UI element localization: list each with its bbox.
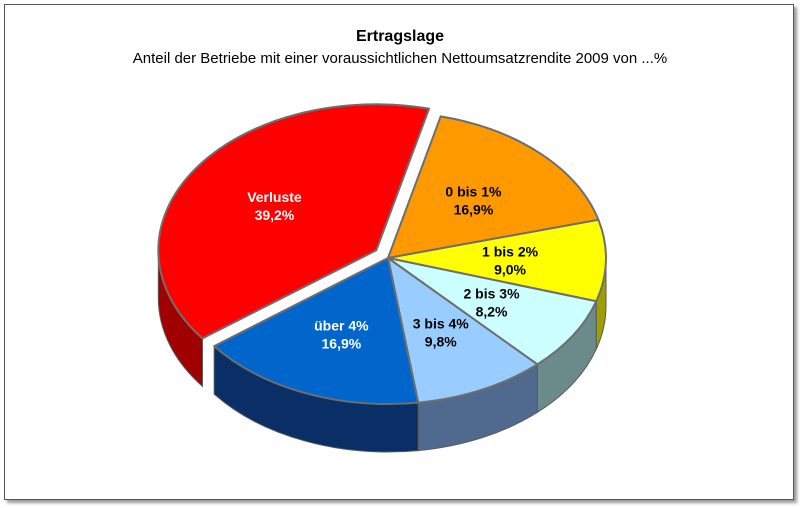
pie-slice bbox=[387, 115, 600, 259]
slice-value-label: 8,2% bbox=[476, 303, 508, 319]
pie-slice bbox=[387, 257, 539, 404]
pie-slice bbox=[213, 257, 420, 405]
slice-label: über 4% bbox=[314, 318, 369, 334]
pie-label-layer: 0 bis 1% 16,9% 1 bis 2% 9,0% 2 bis 3% 8,2% 3 b… bbox=[247, 184, 538, 352]
slice-label: 3 bis 4% bbox=[413, 316, 470, 332]
slice-value-label: 16,9% bbox=[322, 336, 362, 352]
pie-top-layer bbox=[157, 103, 607, 405]
slice-label: 0 bis 1% bbox=[445, 184, 502, 200]
pie-slice bbox=[157, 103, 431, 340]
slice-value-label: 39,2% bbox=[255, 207, 295, 223]
slice-label: Verluste bbox=[247, 189, 302, 205]
chart-title: Ertragslage bbox=[355, 28, 445, 45]
pie-slice bbox=[387, 257, 598, 366]
slice-value-label: 9,0% bbox=[494, 261, 526, 277]
slice-label: 2 bis 3% bbox=[464, 285, 521, 301]
chart-subtitle: Anteil der Betriebe mit einer voraussich… bbox=[132, 50, 668, 67]
slice-value-label: 9,8% bbox=[425, 334, 457, 350]
pie-side-layer bbox=[157, 250, 607, 453]
pie-slice bbox=[387, 218, 607, 303]
slice-label: 1 bis 2% bbox=[482, 243, 539, 259]
slice-value-label: 16,9% bbox=[454, 202, 494, 218]
